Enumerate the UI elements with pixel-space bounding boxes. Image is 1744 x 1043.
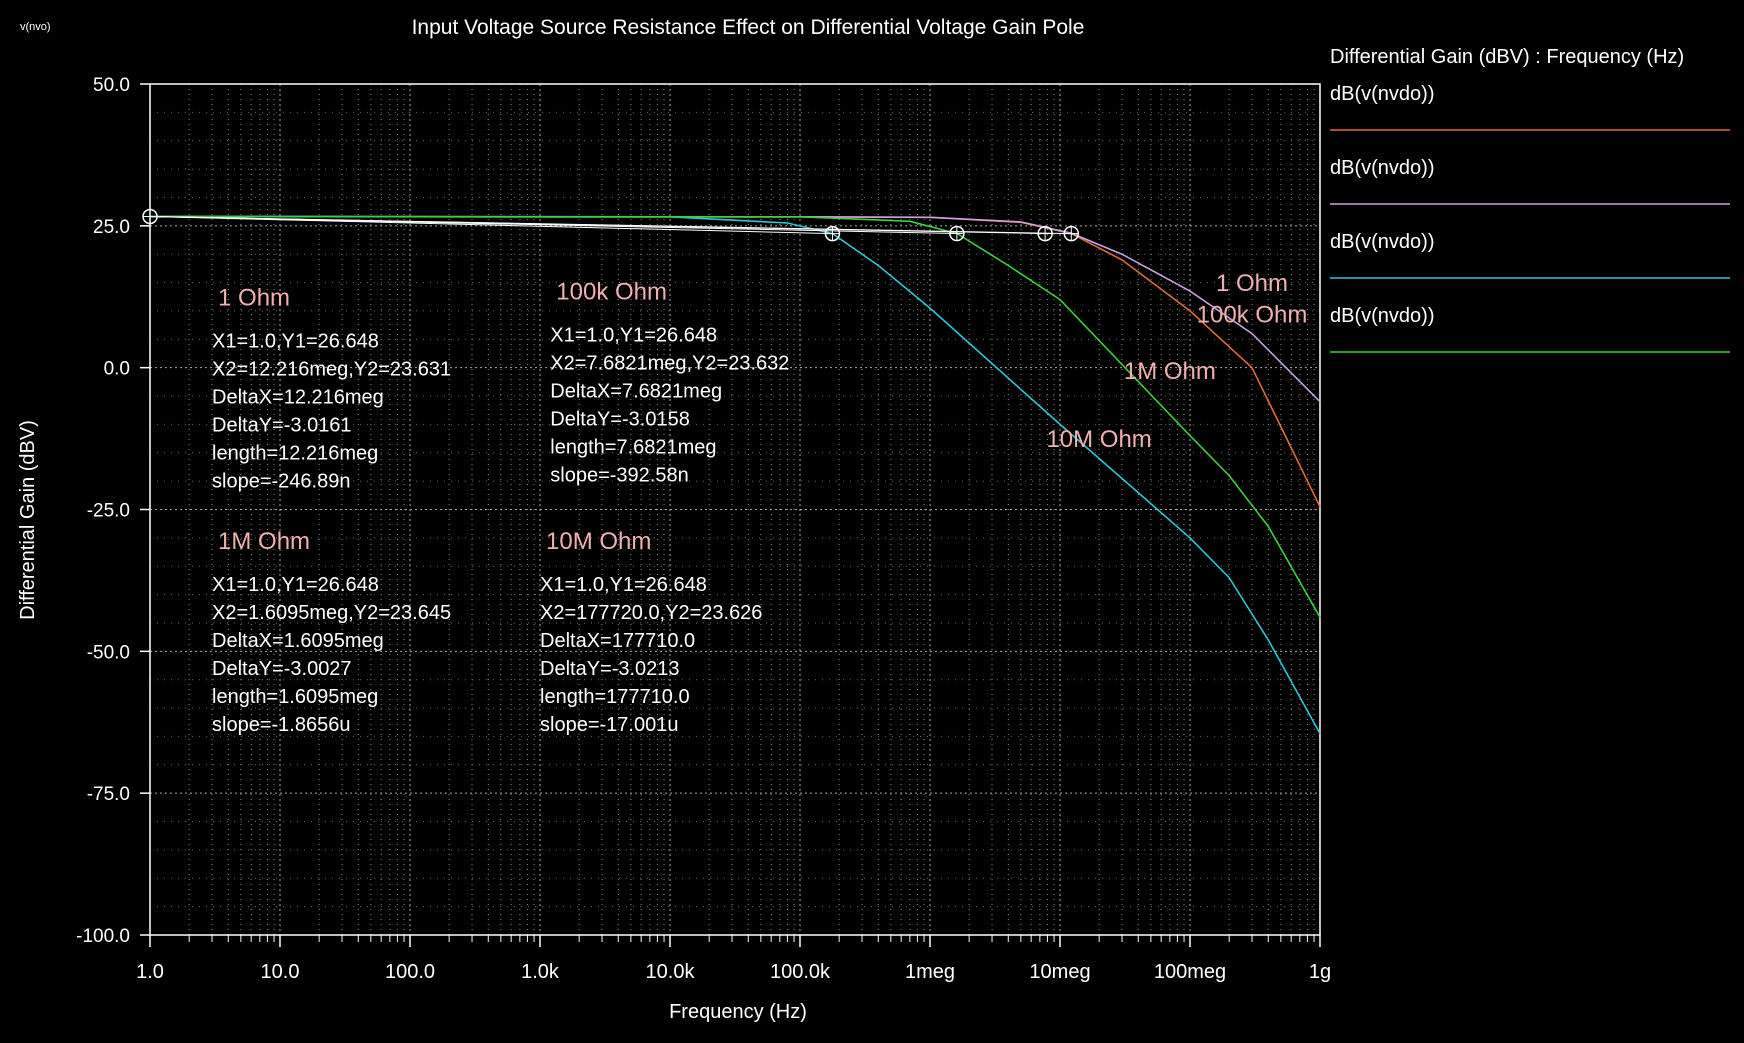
series-line-3 — [149, 215, 1321, 618]
annotation-line: length=12.216meg — [212, 442, 378, 464]
legend: dB(v(nvdo)) dB(v(nvdo)) dB(v(nvdo)) dB(v(nv… — [1330, 83, 1730, 353]
annotation-line: X1=1.0,Y1=26.648 — [550, 325, 717, 347]
chart-title: Input Voltage Source Resistance Effect o… — [412, 16, 1085, 39]
annotation-line: X2=12.216meg,Y2=23.631 — [212, 358, 451, 380]
annotation-line: DeltaX=7.6821meg — [550, 381, 722, 403]
x-tick-label: 1.0k — [521, 961, 560, 983]
legend-entry: dB(v(nvdo)) — [1330, 305, 1434, 327]
curve-label: 1 Ohm — [1216, 270, 1288, 297]
annotation-line: X2=7.6821meg,Y2=23.632 — [550, 353, 789, 375]
axes: 1.0 10.0 100.0 1.0k 10.0k 100.0k 1meg 10meg 100m… — [76, 75, 1331, 983]
annotation-line: slope=-1.8656u — [212, 714, 350, 736]
x-tick-label: 1.0 — [136, 961, 164, 983]
annotation-line: X2=177720.0,Y2=23.626 — [540, 602, 762, 624]
x-tick-label: 10.0 — [261, 961, 300, 983]
x-tick-label: 1meg — [905, 961, 955, 983]
annotation-line: DeltaX=177710.0 — [540, 630, 695, 652]
legend-entry: dB(v(nvdo)) — [1330, 157, 1434, 179]
annotation-line: X1=1.0,Y1=26.648 — [540, 574, 707, 596]
y-tick-label: -25.0 — [87, 501, 130, 522]
plot-frame — [149, 83, 1321, 936]
curve-labels: 1 Ohm 100k Ohm 1M Ohm 10M Ohm — [1046, 270, 1307, 453]
legend-entry: dB(v(nvdo)) — [1330, 231, 1434, 253]
legend-entry: dB(v(nvdo)) — [1330, 83, 1434, 105]
annotation-line: DeltaY=-3.0213 — [540, 658, 680, 680]
x-tick-label: 100.0k — [770, 961, 831, 983]
y-tick-label: 50.0 — [93, 75, 130, 96]
annotation-line: length=177710.0 — [540, 686, 690, 708]
annotation-line: X2=1.6095meg,Y2=23.645 — [212, 602, 451, 624]
annotation-line: X1=1.0,Y1=26.648 — [212, 330, 379, 352]
annotation-line: slope=-246.89n — [212, 470, 350, 492]
curve-label: 100k Ohm — [1197, 301, 1308, 328]
x-tick-label: 100.0 — [385, 961, 435, 983]
cursor-delta-line — [149, 215, 1072, 235]
annotation-line: DeltaY=-3.0027 — [212, 658, 352, 680]
curve-label: 1M Ohm — [1124, 358, 1216, 385]
x-axis-label: Frequency (Hz) — [669, 1001, 807, 1023]
x-tick-label: 1g — [1309, 961, 1331, 983]
cursor-markers — [142, 208, 1080, 242]
annotation-title: 1 Ohm — [218, 284, 290, 311]
x-tick-label: 10.0k — [646, 961, 696, 983]
annotation-line: X1=1.0,Y1=26.648 — [212, 574, 379, 596]
annotation-line: length=1.6095meg — [212, 686, 378, 708]
annotation-line: DeltaY=-3.0161 — [212, 414, 352, 436]
annotation-line: slope=-17.001u — [540, 714, 678, 736]
annotation-title: 1M Ohm — [218, 528, 310, 555]
corner-label: v(nvo) — [20, 21, 51, 33]
series-lines — [149, 215, 1321, 734]
annotation-line: DeltaY=-3.0158 — [550, 409, 690, 431]
annotation-line: slope=-392.58n — [550, 465, 688, 487]
y-axis-label: Differential Gain (dBV) — [17, 420, 39, 620]
y-tick-label: 0.0 — [104, 359, 130, 380]
y-tick-label: 25.0 — [93, 217, 130, 238]
x-tick-label: 100meg — [1154, 961, 1226, 983]
y-tick-label: -50.0 — [87, 642, 130, 663]
annotation-title: 10M Ohm — [546, 528, 651, 555]
y-tick-label: -100.0 — [76, 926, 130, 947]
annotation-line: length=7.6821meg — [550, 437, 716, 459]
grid — [149, 83, 1321, 936]
series-line-2 — [149, 215, 1321, 734]
legend-title: Differential Gain (dBV) : Frequency (Hz) — [1330, 46, 1684, 68]
curve-label: 10M Ohm — [1046, 426, 1151, 453]
annotation-line: DeltaX=12.216meg — [212, 386, 384, 408]
x-tick-label: 10meg — [1029, 961, 1090, 983]
annotation-line: DeltaX=1.6095meg — [212, 630, 384, 652]
measurement-annotations: 1 Ohm X1=1.0,Y1=26.648 X2=12.216meg,Y2=23.… — [212, 279, 789, 737]
y-tick-label: -75.0 — [87, 784, 130, 805]
annotation-title: 100k Ohm — [556, 279, 667, 306]
